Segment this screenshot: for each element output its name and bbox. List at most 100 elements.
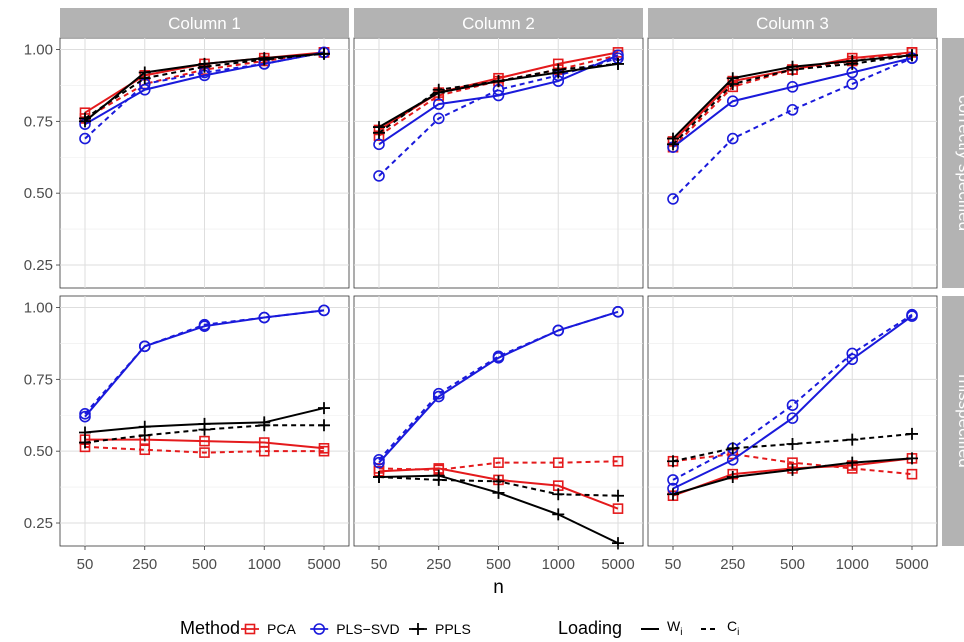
data-point bbox=[79, 426, 91, 439]
data-point bbox=[612, 455, 624, 467]
data-point bbox=[492, 475, 505, 488]
x-tick-label: 1000 bbox=[542, 556, 575, 573]
x-tick-label: 50 bbox=[77, 556, 94, 573]
data-point bbox=[318, 304, 330, 317]
y-tick-label: 0.50 bbox=[24, 185, 53, 202]
data-point bbox=[786, 81, 799, 93]
column-strip-label: Column 3 bbox=[756, 14, 829, 33]
data-point bbox=[79, 408, 91, 420]
data-point bbox=[138, 72, 151, 85]
legend-key-marker bbox=[412, 623, 424, 635]
legend-label-subscript: i bbox=[737, 627, 739, 638]
column-strip bbox=[354, 8, 643, 37]
data-point bbox=[786, 399, 799, 411]
data-point bbox=[198, 60, 211, 73]
legend-item: PPLS bbox=[409, 621, 471, 637]
data-point bbox=[258, 311, 271, 324]
data-point bbox=[79, 132, 91, 145]
data-point bbox=[432, 473, 445, 486]
x-axis-title: n bbox=[493, 577, 504, 598]
row-strip-label: correctly specified bbox=[955, 95, 964, 231]
data-point bbox=[373, 471, 385, 484]
data-point bbox=[79, 112, 91, 125]
data-point bbox=[786, 437, 799, 450]
column-strip bbox=[60, 8, 349, 37]
data-point bbox=[199, 447, 210, 458]
data-point bbox=[138, 340, 151, 353]
data-point bbox=[318, 445, 330, 457]
legend-item: Ci bbox=[701, 618, 739, 638]
y-tick-label: 1.00 bbox=[24, 41, 53, 58]
panel bbox=[59, 295, 350, 547]
data-point bbox=[906, 49, 918, 62]
data-point bbox=[432, 83, 445, 96]
data-point bbox=[846, 347, 859, 360]
data-point bbox=[667, 138, 679, 151]
data-point bbox=[139, 444, 151, 456]
column-strip bbox=[648, 8, 937, 37]
data-point bbox=[906, 427, 918, 440]
data-point bbox=[318, 419, 330, 432]
data-point bbox=[612, 306, 624, 318]
row-strip bbox=[942, 296, 964, 546]
panel bbox=[353, 37, 644, 289]
data-point bbox=[612, 57, 624, 70]
y-tick-label: 0.25 bbox=[24, 515, 53, 532]
legend-label: PLS−SVD bbox=[336, 621, 399, 637]
data-point bbox=[492, 75, 505, 88]
data-point bbox=[726, 132, 739, 145]
row-strip-label: misspecified bbox=[955, 374, 964, 468]
x-tick-label: 500 bbox=[486, 556, 511, 573]
legend-label: PCA bbox=[267, 621, 296, 637]
x-tick-label: 250 bbox=[426, 556, 451, 573]
column-strip-label: Column 1 bbox=[168, 14, 241, 33]
series-line bbox=[84, 309, 325, 415]
panel bbox=[59, 37, 350, 289]
data-point bbox=[79, 436, 91, 449]
x-tick-label: 5000 bbox=[307, 556, 340, 573]
data-point bbox=[373, 138, 385, 151]
data-point bbox=[726, 95, 739, 108]
data-point bbox=[552, 63, 565, 76]
data-point bbox=[493, 457, 504, 468]
data-point bbox=[138, 429, 151, 442]
y-tick-label: 0.50 bbox=[24, 443, 53, 460]
legend-item: PLS−SVD bbox=[310, 621, 400, 637]
legend-label: PPLS bbox=[435, 621, 471, 637]
data-point bbox=[726, 471, 739, 484]
series-line bbox=[672, 57, 913, 148]
legend-key-marker bbox=[313, 623, 326, 635]
data-point bbox=[552, 324, 565, 337]
y-tick-label: 1.00 bbox=[24, 299, 53, 316]
x-tick-label: 250 bbox=[720, 556, 745, 573]
data-point bbox=[667, 455, 679, 468]
data-point bbox=[258, 419, 271, 432]
data-point bbox=[786, 63, 799, 76]
series-line bbox=[672, 313, 913, 481]
series-line bbox=[672, 57, 913, 200]
column-strip-label: Column 2 bbox=[462, 14, 535, 33]
data-point bbox=[552, 457, 564, 468]
y-tick-label: 0.75 bbox=[24, 371, 53, 388]
x-tick-label: 250 bbox=[132, 556, 157, 573]
data-point bbox=[432, 98, 445, 110]
y-tick-label: 0.75 bbox=[24, 113, 53, 130]
series-line bbox=[672, 315, 913, 490]
data-point bbox=[726, 77, 739, 90]
data-point bbox=[906, 308, 918, 321]
data-point bbox=[432, 387, 445, 400]
data-point bbox=[726, 453, 739, 466]
series-line bbox=[85, 438, 325, 450]
data-point bbox=[846, 57, 859, 70]
data-point bbox=[492, 486, 505, 499]
x-tick-label: 1000 bbox=[248, 556, 281, 573]
x-tick-label: 5000 bbox=[601, 556, 634, 573]
x-tick-label: 50 bbox=[665, 556, 682, 573]
series-line bbox=[378, 62, 619, 134]
legend-label-main: W bbox=[667, 618, 681, 634]
data-point bbox=[373, 453, 385, 466]
data-point bbox=[432, 112, 445, 125]
data-point bbox=[492, 350, 505, 363]
series-line bbox=[84, 445, 324, 454]
